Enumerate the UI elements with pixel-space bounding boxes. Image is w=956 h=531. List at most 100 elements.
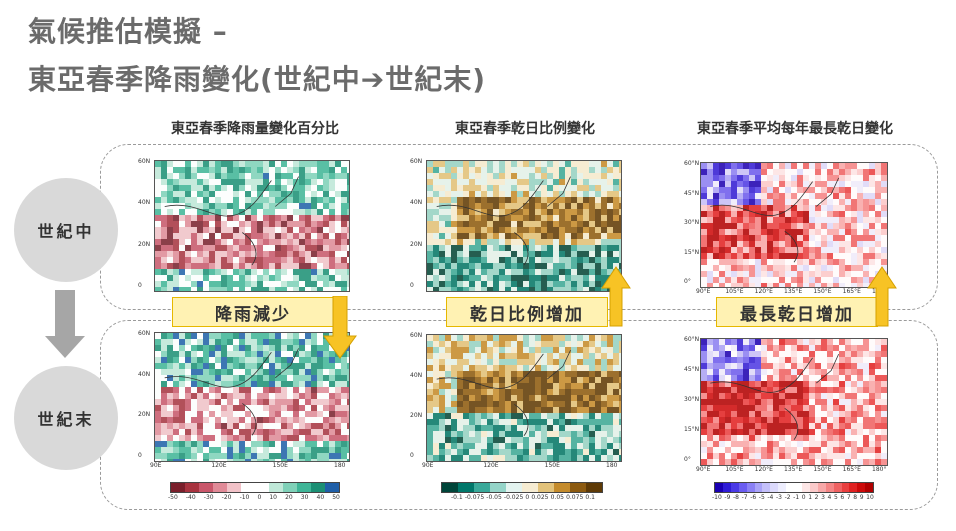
colorbar-label: 50: [332, 494, 340, 501]
lat-tick-label: 45°N: [684, 366, 700, 373]
lat-tick-label: 0°: [684, 456, 691, 463]
lat-tick-label: 15°N: [684, 248, 700, 256]
colorbar-label: -5: [758, 494, 765, 501]
colorbar-swatch: [778, 483, 787, 492]
lon-tick-label: 90°E: [696, 466, 711, 473]
slide-title-line2: 東亞春季降雨變化(世紀中➔世紀末): [28, 63, 487, 96]
colorbar-label: 40: [316, 494, 325, 501]
lat-tick-label: 20N: [138, 240, 151, 248]
lat-tick-label: 40N: [138, 199, 151, 207]
colorbar-label: -4: [767, 494, 774, 501]
colorbar-label: 1: [808, 494, 813, 501]
colorbar-label: 0.1: [585, 494, 595, 501]
colorbar-label: 5: [833, 494, 838, 501]
down-arrow-icon: [323, 296, 357, 359]
slide-title-line1: 氣候推估模擬 –: [28, 15, 228, 48]
coastline: [436, 349, 571, 437]
colorbar-swatch: [185, 483, 199, 492]
colorbar-swatch: [786, 483, 795, 492]
lat-tick-label: 0: [138, 282, 142, 289]
lat-tick-label: 0: [410, 452, 414, 459]
colorbar-label: 8: [853, 494, 858, 501]
colorbar-swatch: [865, 483, 874, 492]
column-title-longest-dry: 東亞春季平均每年最長乾日變化: [697, 121, 893, 137]
column-title-precip: 東亞春季降雨量變化百分比: [171, 121, 339, 137]
colorbar-swatch: [311, 483, 325, 492]
lon-tick-label: 135°E: [784, 288, 803, 295]
map-panel: [700, 162, 888, 288]
colorbar-label: -3: [775, 494, 782, 501]
row-down-arrow-icon: [45, 336, 85, 358]
lat-tick-label: 20N: [410, 240, 423, 248]
colorbar-label: -8: [733, 494, 739, 501]
up-arrow-icon: [601, 266, 631, 327]
lon-tick-label: 180°: [872, 466, 887, 473]
colorbar-swatch: [825, 483, 834, 492]
lon-tick-label: 120°E: [754, 466, 773, 473]
lon-tick-label: 105°E: [725, 288, 744, 295]
lon-tick-label: 165°E: [842, 466, 861, 473]
colorbar-swatch: [849, 483, 858, 492]
lon-tick-label: 120°E: [754, 288, 773, 295]
lon-tick-label: 180: [334, 462, 346, 469]
lon-tick-label: 165°E: [842, 288, 861, 295]
lat-tick-label: 40N: [138, 370, 151, 378]
lat-tick-label: 0: [138, 452, 142, 459]
callout-dryday-increase: 乾日比例增加: [446, 297, 608, 327]
colorbar-longest-dry-labels: -10 -9 -8 -7 -6 -5 -4 -3 -2 -1 0 1 2 3 4 5 6 7 8 9 10: [712, 494, 874, 501]
lat-tick-label: 60°N: [684, 160, 700, 167]
colorbar-dryday-labels: -0.1 -0.075 -0.05 -0.025 0 0.025 0.05 0.075 0.1: [451, 494, 595, 501]
lon-tick-label: 180: [606, 462, 618, 469]
lon-tick-label: 150°E: [813, 288, 832, 295]
colorbar-swatch: [770, 483, 779, 492]
colorbar-label: 0: [525, 494, 530, 501]
colorbar-label: -2: [784, 494, 791, 501]
map-panel: [426, 334, 622, 462]
colorbar-swatch: [570, 483, 586, 492]
callout-rain-decrease: 降雨減少: [172, 297, 334, 327]
colorbar-swatch: [841, 483, 850, 492]
colorbar-swatch: [474, 483, 490, 492]
colorbar-precip: [170, 482, 340, 493]
up-arrow-icon: [867, 266, 897, 327]
colorbar-swatch: [506, 483, 522, 492]
colorbar-label: -0.1: [451, 494, 463, 501]
colorbar-swatch: [255, 483, 269, 492]
lon-tick-label: 90E: [422, 462, 434, 469]
colorbar-label: 9: [859, 494, 864, 501]
colorbar-label: -0.075: [464, 494, 485, 501]
colorbar-label: 0.075: [566, 494, 584, 501]
lon-tick-label: 120E: [483, 462, 499, 469]
coastline: [164, 348, 299, 436]
colorbar-swatch: [297, 483, 311, 492]
colorbar-label: -30: [203, 494, 214, 501]
colorbar-label: 6: [840, 494, 845, 501]
colorbar-dryday: [441, 482, 603, 493]
column-title-dryday-ratio: 東亞春季乾日比例變化: [455, 121, 595, 137]
coastline: [710, 353, 840, 441]
colorbar-swatch: [715, 483, 723, 492]
colorbar-swatch: [801, 483, 810, 492]
lon-tick-label: 120E: [211, 462, 227, 469]
colorbar-swatch: [269, 483, 283, 492]
lat-tick-label: 0°: [684, 278, 691, 285]
lat-tick-label: 30°N: [684, 396, 700, 403]
colorbar-swatch: [522, 483, 538, 492]
lat-tick-label: 30°N: [684, 219, 700, 226]
lon-tick-label: 150°E: [813, 466, 832, 473]
colorbar-label: 10: [866, 494, 874, 501]
lat-tick-label: 60N: [410, 158, 423, 165]
colorbar-swatch: [730, 483, 739, 492]
colorbar-swatch: [738, 483, 747, 492]
colorbar-label: -20: [221, 494, 232, 501]
colorbar-swatch: [746, 483, 755, 492]
colorbar-swatch: [833, 483, 842, 492]
colorbar-swatch: [458, 483, 474, 492]
colorbar-swatch: [722, 483, 731, 492]
colorbar-label: 2: [814, 494, 819, 501]
colorbar-label: 0.05: [550, 494, 564, 501]
colorbar-swatch: [283, 483, 297, 492]
coastline: [710, 177, 840, 263]
lat-tick-label: 60N: [410, 332, 423, 339]
colorbar-swatch: [857, 483, 866, 492]
